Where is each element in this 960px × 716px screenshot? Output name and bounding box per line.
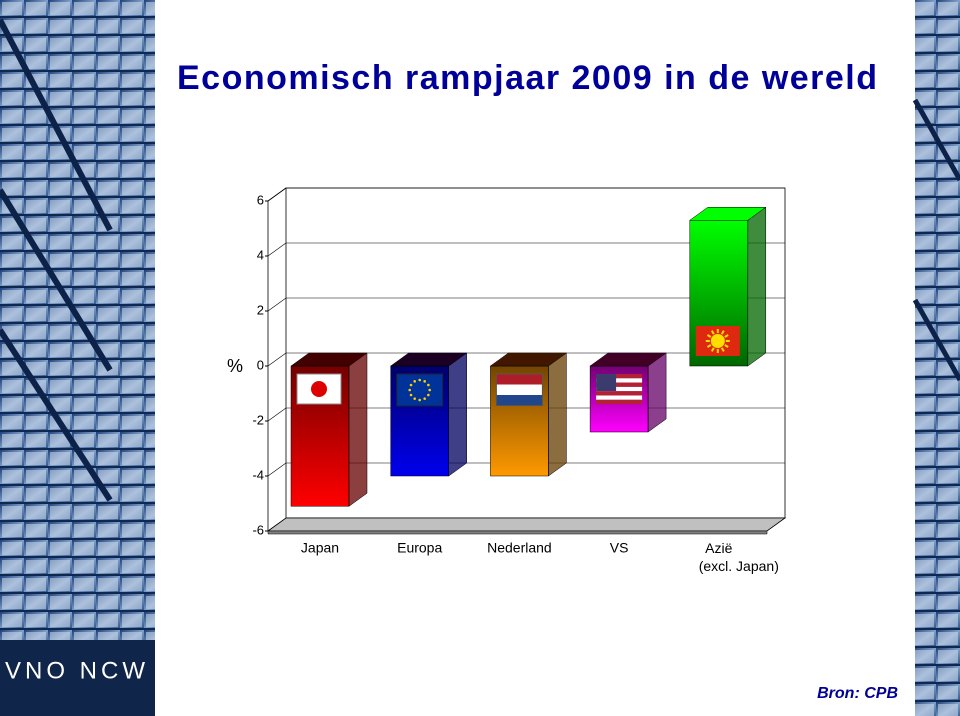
bar-top-tint <box>390 353 467 366</box>
bar-outline <box>689 220 749 367</box>
bar-group <box>689 206 767 367</box>
source: Bron: CPB <box>817 685 898 702</box>
y-tick-label: -2 <box>252 412 264 427</box>
flag <box>409 393 413 397</box>
x-tick-label: Nederland <box>487 540 552 556</box>
y-axis-label: % <box>227 356 243 376</box>
flag <box>496 374 543 385</box>
flag <box>596 382 643 387</box>
flag <box>413 397 417 400</box>
flag <box>496 395 543 406</box>
bar-outline <box>390 365 449 477</box>
bar-group <box>290 352 368 507</box>
flag <box>495 373 543 406</box>
bar-side-dark <box>349 353 367 507</box>
grid-line <box>267 407 287 422</box>
flag <box>710 334 725 348</box>
flag <box>724 334 729 338</box>
flag <box>427 383 430 387</box>
flag <box>596 374 643 379</box>
bar-outline <box>589 365 649 433</box>
flag <box>724 344 729 348</box>
bar-top-tint <box>590 353 667 366</box>
flag <box>720 347 725 352</box>
x-tick-label: VS <box>610 540 629 556</box>
grid-line <box>267 297 287 312</box>
flag <box>418 378 422 382</box>
flag <box>428 388 432 392</box>
bar-side-dark <box>448 353 467 476</box>
x-tick-label: Azië (excl. Japan) <box>699 540 779 574</box>
flag <box>409 383 413 387</box>
left-photo: VNO NCW <box>0 0 155 716</box>
y-tick-label: -4 <box>252 467 264 482</box>
flag <box>596 395 643 400</box>
flag <box>596 386 643 392</box>
flag <box>710 347 715 352</box>
flag <box>596 374 617 391</box>
bar-side-dark <box>747 207 766 366</box>
x-tick-label: Europa <box>397 540 442 556</box>
flag <box>710 330 715 335</box>
bar-top-tint <box>291 353 367 366</box>
grid-line <box>267 462 287 477</box>
grid-line <box>267 352 287 367</box>
flag <box>423 380 427 383</box>
floor <box>266 517 787 532</box>
flag <box>720 330 725 335</box>
grid-line <box>267 242 287 257</box>
bar-group <box>389 352 468 477</box>
flag <box>427 393 430 397</box>
flag <box>596 399 643 405</box>
flag <box>413 380 417 383</box>
bar-side-dark <box>648 353 667 432</box>
flag <box>706 344 712 348</box>
floor-edge <box>267 530 768 535</box>
bar-group <box>589 352 667 433</box>
bar-group <box>489 352 568 477</box>
flag <box>596 378 643 383</box>
logo: VNO NCW <box>5 657 149 684</box>
flag <box>596 391 643 396</box>
y-tick-label: 0 <box>257 357 264 372</box>
y-tick-label: 6 <box>257 192 264 207</box>
bar-outline <box>490 365 549 477</box>
flag <box>496 384 543 395</box>
bar-side-dark <box>548 353 567 476</box>
y-tick-label: 2 <box>257 302 264 317</box>
bar-outline <box>290 365 350 507</box>
flag <box>408 388 412 392</box>
bar-top-tint <box>490 353 567 366</box>
chart-title: Economisch rampjaar 2009 in de wereld <box>177 59 877 97</box>
flag <box>311 381 327 397</box>
right-photo <box>912 0 960 716</box>
y-tick-label: -6 <box>252 522 264 537</box>
grid-line <box>267 187 287 202</box>
plot: -6 -4 -2 0 2 4 6 Japan Europa Nederland VS Azië (exc… <box>252 187 787 574</box>
flag <box>706 334 712 338</box>
x-tick-label: Japan <box>301 540 339 556</box>
flag <box>423 397 427 400</box>
flag <box>418 398 422 402</box>
y-tick-label: 4 <box>257 247 264 262</box>
